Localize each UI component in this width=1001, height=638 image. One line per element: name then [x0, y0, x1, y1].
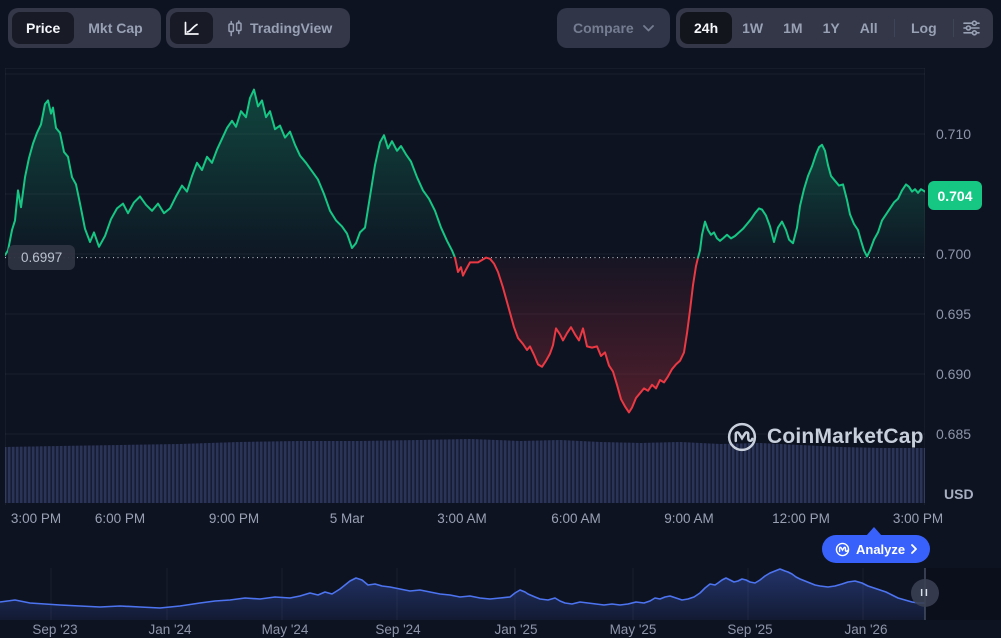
nav-axis-label: May '24 — [261, 622, 309, 637]
tradingview-label: TradingView — [250, 20, 333, 36]
x-axis-label: 6:00 PM — [94, 511, 146, 526]
compare-button[interactable]: Compare — [557, 8, 670, 48]
nav-axis-label: Sep '25 — [727, 622, 773, 637]
nav-axis-label: Sep '23 — [32, 622, 78, 637]
navigator-right-handle[interactable]: II — [911, 579, 939, 607]
cmc-logo-icon — [835, 542, 850, 556]
timeframe-24h[interactable]: 24h — [680, 12, 733, 44]
timeframe-selector: 24h 1W 1M 1Y All Log — [676, 8, 993, 48]
divider — [952, 19, 954, 37]
drag-handle-icon: II — [920, 587, 930, 599]
log-scale-toggle[interactable]: Log — [901, 12, 947, 44]
chevron-down-icon — [642, 24, 654, 31]
x-axis-label: 6:00 AM — [551, 511, 601, 526]
coinmarketcap-watermark: CoinMarketCap — [726, 421, 924, 453]
last-price-badge: 0.704 — [928, 181, 982, 210]
line-chart-icon — [184, 21, 199, 35]
timeframe-1W[interactable]: 1W — [732, 12, 773, 44]
timeframe-All[interactable]: All — [850, 12, 888, 44]
timeframe-buttons: 24h 1W 1M 1Y All — [680, 12, 888, 44]
y-axis-label: 0.700 — [936, 246, 972, 262]
mktcap-tab[interactable]: Mkt Cap — [74, 12, 156, 44]
line-chart-button[interactable] — [170, 12, 213, 44]
price-mktcap-toggle: Price Mkt Cap — [8, 8, 161, 48]
x-axis-label: 9:00 AM — [664, 511, 714, 526]
tradingview-button[interactable]: TradingView — [213, 12, 346, 44]
open-price-label: 0.6997 — [8, 245, 76, 270]
chart-settings-button[interactable] — [960, 19, 983, 37]
analyze-pointer — [866, 527, 882, 536]
x-axis-label: 3:00 PM — [10, 511, 62, 526]
timeframe-1Y[interactable]: 1Y — [813, 12, 850, 44]
candlestick-icon — [228, 19, 242, 36]
main-price-chart[interactable] — [5, 68, 925, 505]
y-axis-label: 0.690 — [936, 366, 972, 382]
price-tab[interactable]: Price — [12, 12, 75, 44]
y-axis-unit-label: USD — [944, 486, 974, 502]
nav-axis-label: Jan '26 — [844, 622, 888, 637]
nav-axis-label: Sep '24 — [375, 622, 421, 637]
chart-type-toggle: TradingView — [166, 8, 351, 48]
analyze-label: Analyze — [856, 541, 906, 557]
x-axis-label: 3:00 PM — [892, 511, 944, 526]
y-axis-label: 0.685 — [936, 426, 972, 442]
compare-label: Compare — [573, 20, 634, 36]
x-axis-label: 5 Mar — [329, 511, 365, 526]
x-axis-label: 9:00 PM — [208, 511, 260, 526]
timeframe-1M[interactable]: 1M — [773, 12, 812, 44]
nav-axis-label: Jan '24 — [148, 622, 192, 637]
x-axis-label: 3:00 AM — [437, 511, 487, 526]
cmc-logo-icon — [727, 422, 757, 452]
analyze-callout: Analyze — [822, 527, 931, 563]
watermark-text: CoinMarketCap — [767, 425, 924, 448]
sliders-icon — [963, 20, 980, 36]
nav-axis-label: Jan '25 — [494, 622, 538, 637]
y-axis-label: 0.695 — [936, 306, 972, 322]
divider — [893, 19, 895, 37]
analyze-button[interactable]: Analyze — [822, 535, 931, 563]
nav-axis-label: May '25 — [609, 622, 657, 637]
x-axis-label: 12:00 PM — [772, 511, 830, 526]
chevron-right-icon — [911, 544, 918, 554]
date-range-navigator[interactable] — [0, 568, 1001, 620]
y-axis-label: 0.710 — [936, 126, 972, 142]
